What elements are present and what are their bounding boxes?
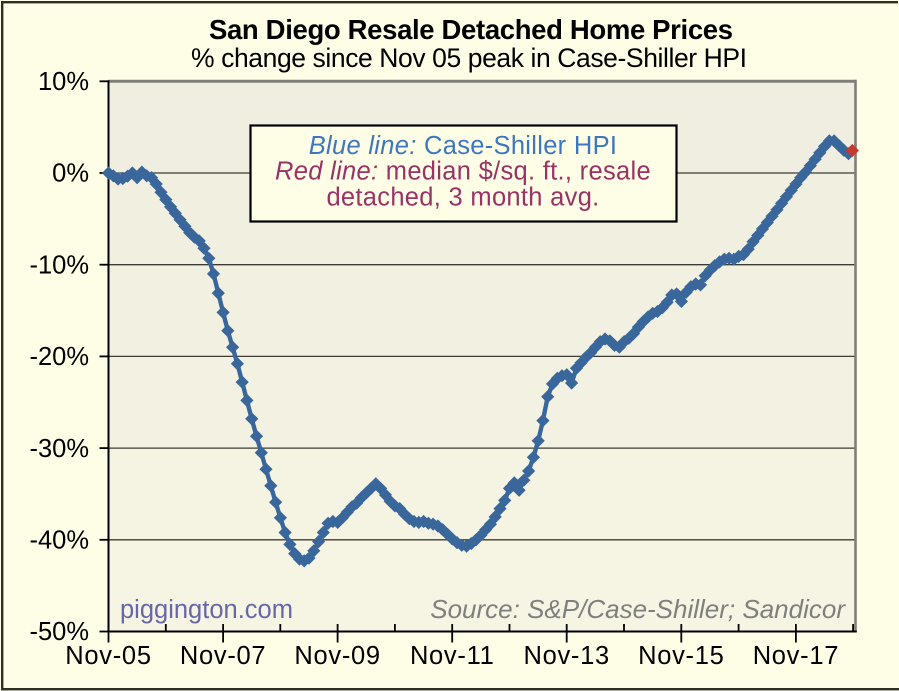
svg-text:-10%: -10%	[29, 251, 89, 279]
svg-text:San Diego Resale Detached Home: San Diego Resale Detached Home Prices	[209, 14, 733, 45]
svg-text:Nov-07: Nov-07	[180, 642, 266, 670]
svg-text:Red line: median $/sq. ft., re: Red line: median $/sq. ft., resale	[275, 158, 651, 186]
svg-text:Blue line: Case-Shiller HPI: Blue line: Case-Shiller HPI	[309, 132, 618, 160]
svg-text:0%: 0%	[52, 160, 89, 188]
svg-text:Source: S&P/Case-Shiller; Sand: Source: S&P/Case-Shiller; Sandicor	[430, 594, 846, 624]
svg-text:-30%: -30%	[29, 435, 89, 463]
svg-text:-40%: -40%	[29, 527, 89, 555]
svg-text:% change since Nov 05 peak in: % change since Nov 05 peak in Case-Shill…	[191, 43, 747, 73]
svg-text:-20%: -20%	[29, 343, 89, 371]
svg-text:10%: 10%	[38, 68, 89, 96]
svg-text:-50%: -50%	[29, 618, 89, 646]
svg-text:piggington.com: piggington.com	[120, 596, 293, 624]
svg-text:Nov-05: Nov-05	[65, 642, 151, 670]
svg-text:Nov-17: Nov-17	[753, 642, 839, 670]
svg-text:Nov-13: Nov-13	[523, 642, 609, 670]
svg-text:Nov-15: Nov-15	[638, 642, 724, 670]
svg-text:Nov-11: Nov-11	[410, 642, 495, 670]
svg-text:detached, 3 month avg.: detached, 3 month avg.	[326, 183, 599, 211]
svg-text:Nov-09: Nov-09	[294, 642, 380, 670]
